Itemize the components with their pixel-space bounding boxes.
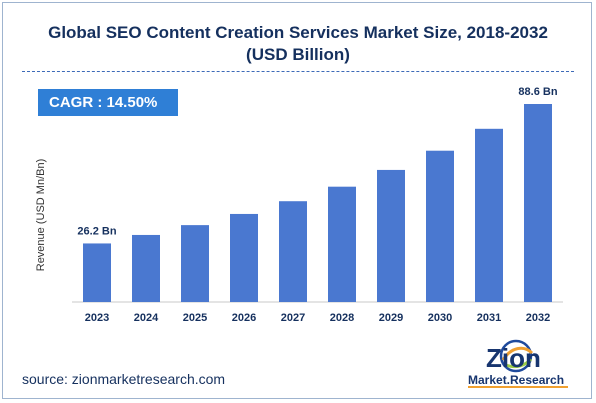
bar-2030 xyxy=(426,150,454,302)
bar-2026 xyxy=(230,213,258,302)
cagr-badge: CAGR : 14.50% xyxy=(38,89,178,116)
bar-2031 xyxy=(475,128,503,302)
bar-2024 xyxy=(132,234,160,302)
zion-logo: Zion Market.Research xyxy=(468,339,568,388)
x-tick-2027: 2027 xyxy=(281,312,305,324)
bar-2027 xyxy=(279,201,307,302)
chart-subtitle: (USD Billion) xyxy=(246,45,350,64)
x-tick-2032: 2032 xyxy=(526,312,550,324)
x-tick-2031: 2031 xyxy=(477,312,501,324)
x-tick-2029: 2029 xyxy=(379,312,403,324)
x-tick-2026: 2026 xyxy=(232,312,256,324)
x-tick-2023: 2023 xyxy=(85,312,109,324)
x-tick-2024: 2024 xyxy=(134,312,159,324)
x-tick-2030: 2030 xyxy=(428,312,452,324)
chart-title: Global SEO Content Creation Services Mar… xyxy=(48,23,548,42)
bar-2029 xyxy=(377,169,405,302)
bar-2032 xyxy=(524,104,552,302)
logo-tagline: Market.Research xyxy=(468,373,564,387)
bar-2028 xyxy=(328,186,356,302)
data-label-2023: 26.2 Bn xyxy=(77,225,116,237)
source-text: source: zionmarketresearch.com xyxy=(22,371,226,387)
title-divider xyxy=(22,71,574,72)
bar-2025 xyxy=(181,225,209,302)
x-tick-2025: 2025 xyxy=(183,312,207,324)
logo-brand: Zion xyxy=(486,343,541,373)
x-tick-2028: 2028 xyxy=(330,312,354,324)
data-label-2032: 88.6 Bn xyxy=(518,86,557,98)
bar-2023 xyxy=(83,243,111,302)
